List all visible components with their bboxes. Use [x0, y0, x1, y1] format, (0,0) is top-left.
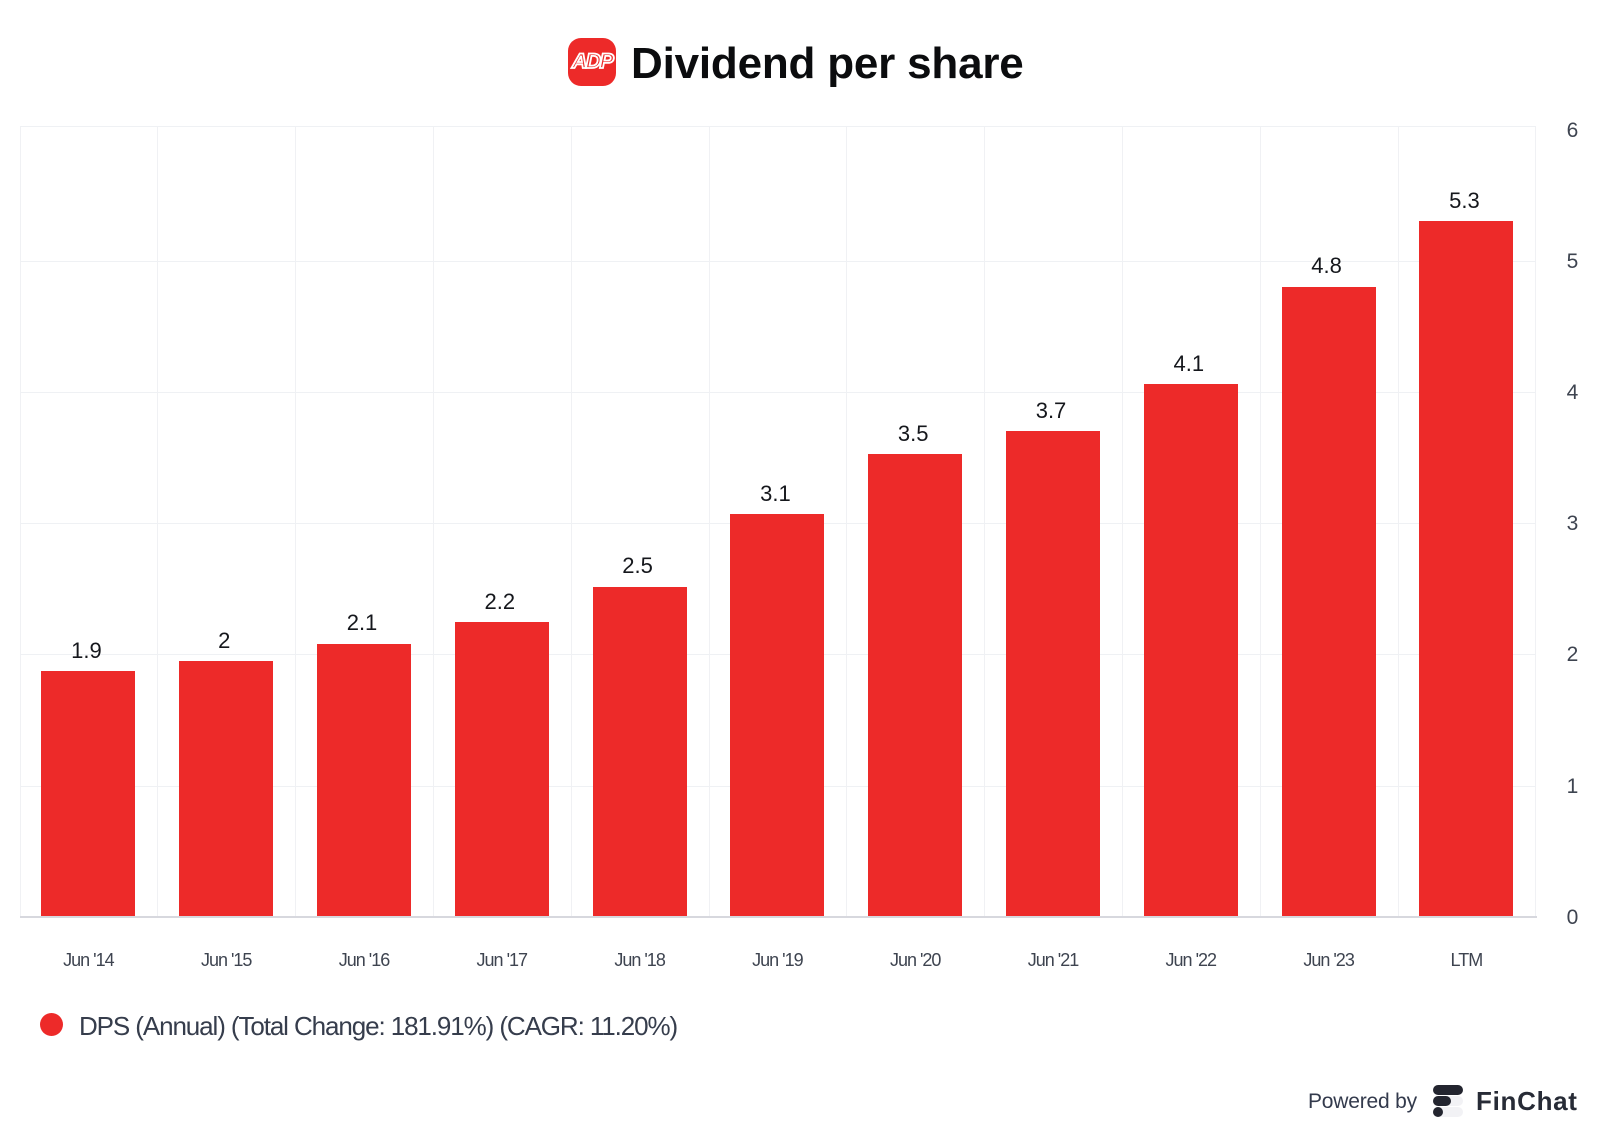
- svg-text:ADP: ADP: [571, 49, 615, 73]
